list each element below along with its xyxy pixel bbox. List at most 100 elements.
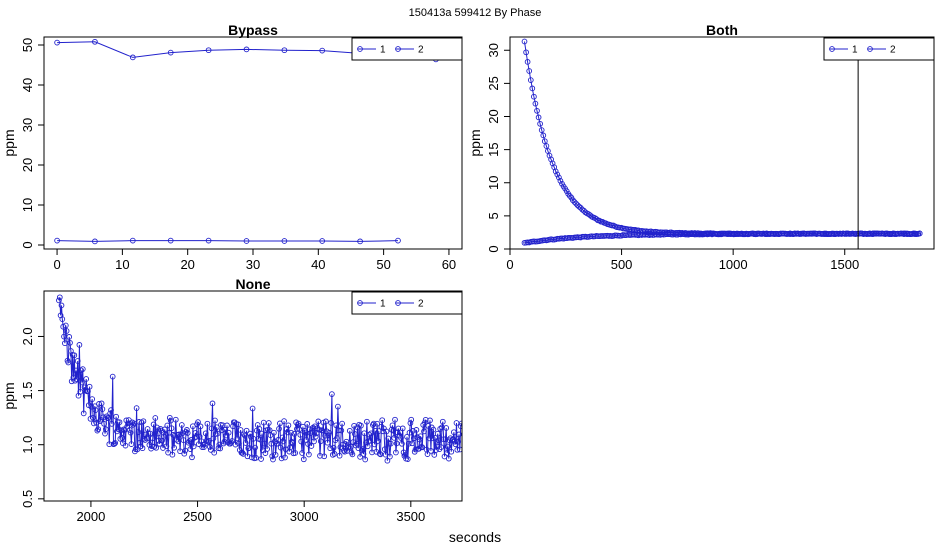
data-point-1 xyxy=(243,46,250,53)
data-point-1 xyxy=(287,444,293,451)
data-point-1 xyxy=(431,452,438,458)
plot-frame xyxy=(509,36,935,250)
data-point-1 xyxy=(205,438,212,445)
data-point-1 xyxy=(278,455,285,462)
data-point-1 xyxy=(269,453,276,460)
data-point-1 xyxy=(207,444,213,450)
data-point-1 xyxy=(87,415,94,422)
y-tick-label: 10 xyxy=(486,176,501,190)
data-point-2 xyxy=(54,237,60,244)
y-tick-label: 20 xyxy=(20,158,35,172)
data-point-1 xyxy=(195,419,201,425)
data-point-1 xyxy=(455,438,462,445)
data-point-1 xyxy=(118,427,125,434)
data-point-1 xyxy=(240,451,247,457)
data-point-1 xyxy=(160,445,166,451)
data-point-1 xyxy=(291,430,298,437)
data-point-1 xyxy=(58,302,65,309)
data-point-1 xyxy=(334,435,340,441)
data-point-1 xyxy=(189,454,195,461)
data-point-1 xyxy=(566,193,573,199)
data-point-1 xyxy=(451,438,458,445)
data-point-1 xyxy=(374,420,380,427)
data-point-1 xyxy=(433,447,439,453)
data-point-1 xyxy=(329,391,335,397)
legend-marker-2 xyxy=(867,46,873,52)
data-point-1 xyxy=(327,445,334,452)
legend-marker-1 xyxy=(357,46,363,52)
data-point-1 xyxy=(333,422,340,429)
data-point-1 xyxy=(155,437,162,444)
data-point-1 xyxy=(387,453,393,460)
panel-title: Bypass xyxy=(228,22,278,38)
data-point-1 xyxy=(541,138,548,145)
data-point-1 xyxy=(532,100,539,107)
data-point-1 xyxy=(154,424,160,431)
data-point-1 xyxy=(288,429,294,436)
data-point-1 xyxy=(529,85,536,92)
data-point-1 xyxy=(383,428,390,435)
data-point-1 xyxy=(205,47,212,54)
legend-marker-1 xyxy=(829,46,835,52)
y-tick-label: 1.5 xyxy=(20,382,35,400)
x-tick-label: 1500 xyxy=(830,257,859,272)
data-point-2 xyxy=(319,238,326,244)
data-point-2 xyxy=(129,237,136,244)
data-point-1 xyxy=(139,445,146,452)
data-point-1 xyxy=(277,444,284,451)
data-point-1 xyxy=(573,200,579,207)
data-point-1 xyxy=(149,435,156,442)
data-point-1 xyxy=(331,451,338,457)
data-point-1 xyxy=(300,456,307,463)
data-point-1 xyxy=(345,444,351,451)
data-point-1 xyxy=(330,444,337,451)
data-point-1 xyxy=(62,322,69,329)
data-point-1 xyxy=(88,403,95,410)
data-point-1 xyxy=(315,418,322,425)
data-point-1 xyxy=(556,174,562,181)
data-point-1 xyxy=(237,427,244,433)
data-point-1 xyxy=(63,328,70,334)
x-tick-label: 500 xyxy=(611,257,633,272)
data-point-1 xyxy=(210,435,217,442)
data-point-1 xyxy=(56,297,62,304)
data-point-1 xyxy=(593,216,600,222)
data-point-1 xyxy=(435,437,442,444)
data-point-1 xyxy=(570,197,576,204)
data-point-1 xyxy=(277,420,283,427)
data-point-1 xyxy=(66,334,73,340)
data-point-1 xyxy=(429,435,436,442)
data-point-1 xyxy=(328,420,334,426)
data-point-1 xyxy=(294,426,300,432)
data-point-1 xyxy=(417,433,424,440)
data-point-1 xyxy=(358,422,364,429)
data-point-1 xyxy=(72,377,78,384)
data-point-1 xyxy=(456,431,462,438)
y-axis-label: ppm xyxy=(1,129,17,156)
data-point-1 xyxy=(357,454,363,460)
data-point-1 xyxy=(321,453,328,460)
data-point-1 xyxy=(413,427,420,433)
data-point-1 xyxy=(219,422,226,429)
data-point-1 xyxy=(554,171,561,178)
data-point-2 xyxy=(357,238,363,245)
data-point-1 xyxy=(384,457,391,464)
legend-label-2: 2 xyxy=(890,45,896,56)
data-point-1 xyxy=(116,419,123,426)
x-tick-label: 2000 xyxy=(76,509,105,524)
data-point-1 xyxy=(153,444,160,451)
data-point-1 xyxy=(451,429,457,436)
data-point-1 xyxy=(422,419,428,426)
data-point-1 xyxy=(349,451,356,458)
data-point-1 xyxy=(439,424,445,431)
data-point-1 xyxy=(351,422,357,429)
data-point-1 xyxy=(557,178,564,184)
data-point-1 xyxy=(99,406,106,412)
data-point-1 xyxy=(454,446,461,453)
data-point-1 xyxy=(316,426,322,433)
data-point-1 xyxy=(67,339,73,346)
data-point-1 xyxy=(340,441,346,448)
data-point-1 xyxy=(402,451,409,458)
